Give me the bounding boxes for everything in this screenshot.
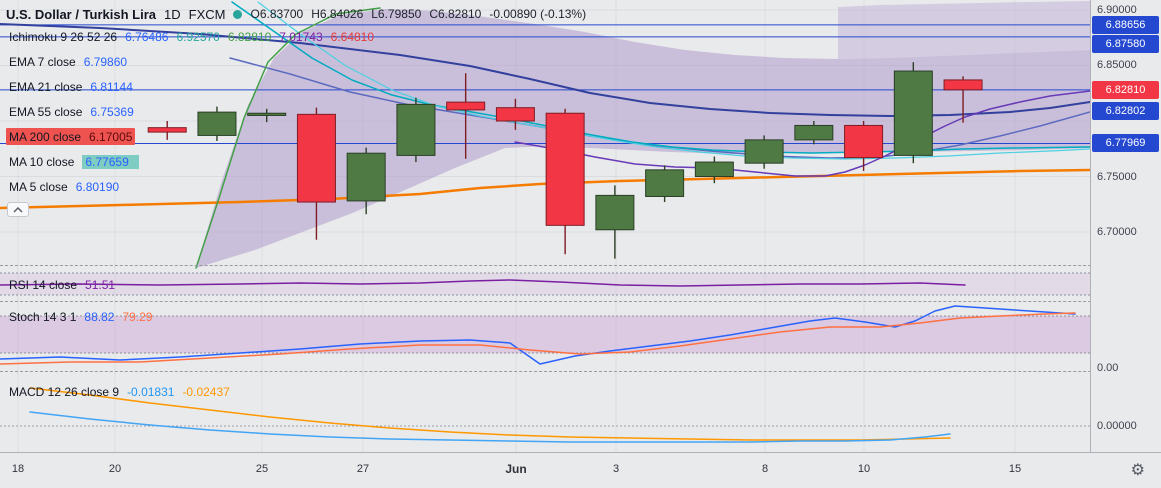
settings-gear-icon[interactable]: ⚙ (1130, 462, 1145, 479)
indicator-legend-row[interactable]: RSI 14 close 51.51 (6, 276, 118, 293)
indicator-value: 7.01743 (279, 29, 323, 44)
time-axis[interactable]: 18 20 25 27 Jun 3 8 10 15 ⚙ (0, 452, 1161, 488)
indicator-legend-row[interactable]: MACD 12 26 close 9 -0.01831 -0.02437 (6, 383, 233, 400)
indicator-label: MA 5 close (9, 179, 68, 194)
indicator-value: 6.64810 (330, 29, 375, 44)
indicator-label: MA 200 close (9, 129, 82, 144)
indicator-value: 88.82 (84, 309, 115, 324)
indicator-value: 6.92570 (176, 29, 220, 44)
price-level-badge: 6.77969 (1092, 134, 1159, 152)
indicator-legend-row[interactable]: MA 10 close 6.77659 (6, 153, 142, 170)
indicator-value: -0.01831 (127, 384, 175, 399)
time-axis-label: 25 (255, 463, 269, 475)
indicator-value: 6.77659 (82, 154, 139, 169)
price-level-badge: 6.82802 (1092, 102, 1159, 120)
indicator-value: 6.81144 (90, 79, 133, 94)
chevron-up-icon (13, 206, 23, 213)
ohlc-low: L6.79850 (371, 7, 422, 21)
symbol-title[interactable]: U.S. Dollar / Turkish Lira (6, 6, 157, 22)
price-axis-label: 6.75000 (1097, 171, 1137, 183)
candlestick-chart-canvas[interactable] (0, 0, 1090, 452)
interval-label[interactable]: 1D (164, 6, 181, 22)
price-axis-label: 6.90000 (1097, 4, 1137, 16)
indicator-legend-row[interactable]: EMA 55 close 6.75369 (6, 103, 137, 120)
indicator-value: 6.76486 (125, 29, 169, 44)
indicator-legend-list: Ichimoku 9 26 52 26 6.76486 6.92570 6.82810… (6, 28, 586, 195)
price-axis-label: 0.00000 (1097, 420, 1137, 432)
exchange-label: FXCM (188, 6, 226, 22)
indicator-legend-row[interactable]: Stoch 14 3 1 88.82 79.29 (6, 308, 155, 325)
indicator-legend-row[interactable]: MA 200 close 6.17005 (6, 128, 136, 145)
indicator-legend-row[interactable]: Ichimoku 9 26 52 26 6.76486 6.92570 6.82810… (6, 28, 377, 45)
price-axis-label: 0.00 (1097, 362, 1119, 374)
indicator-value: 6.79860 (83, 54, 128, 69)
symbol-legend-row[interactable]: U.S. Dollar / Turkish Lira 1D FXCM O6.83… (6, 3, 586, 25)
indicator-legend-row[interactable]: MA 5 close 6.80190 (6, 178, 122, 195)
indicator-legend-row[interactable]: EMA 21 close 6.81144 (6, 78, 136, 95)
indicator-label: EMA 21 close (9, 79, 83, 94)
panel-separator[interactable] (0, 301, 1161, 302)
indicator-label: RSI 14 close (9, 277, 78, 292)
ohlc-close: C6.82810 (429, 7, 482, 21)
time-axis-label: 3 (612, 463, 620, 475)
indicator-label: Ichimoku 9 26 52 26 (9, 29, 118, 44)
indicator-label: EMA 7 close (9, 54, 76, 69)
indicator-label: EMA 55 close (9, 104, 83, 119)
time-axis-label: 8 (761, 463, 769, 475)
panel-separator[interactable] (0, 371, 1161, 372)
indicator-value: 6.75369 (90, 104, 134, 119)
ohlc-change: -0.00890 (-0.13%) (489, 7, 587, 21)
time-axis-label: 20 (108, 463, 122, 475)
indicator-value: 51.51 (85, 277, 116, 292)
indicator-label: MACD 12 26 close 9 (9, 384, 120, 399)
ohlc-high: H6.84026 (311, 7, 364, 21)
price-axis-label: 6.70000 (1097, 226, 1137, 238)
indicator-value: -0.02437 (182, 384, 230, 399)
price-level-badge: 6.87580 (1092, 35, 1159, 53)
price-level-badge: 6.88656 (1092, 16, 1159, 34)
price-axis[interactable]: 6.90000 6.85000 6.75000 6.70000 0.00 0.00000 6… (1090, 0, 1161, 452)
indicator-value: 6.82810 (227, 29, 272, 44)
indicator-value: 6.80190 (75, 179, 120, 194)
time-axis-label: 15 (1008, 463, 1022, 475)
panel-separator[interactable] (0, 265, 1161, 266)
ohlc-open: O6.83700 (250, 7, 304, 21)
last-price-badge: 6.82810 (1092, 81, 1159, 99)
indicator-label: Stoch 14 3 1 (9, 309, 77, 324)
price-axis-label: 6.85000 (1097, 59, 1137, 71)
legend-overlay: U.S. Dollar / Turkish Lira 1D FXCM O6.83… (6, 3, 586, 203)
legend-collapse-button[interactable] (7, 202, 29, 217)
time-axis-label: 27 (356, 463, 370, 475)
time-axis-label: 18 (11, 463, 25, 475)
time-axis-label: Jun (505, 462, 527, 476)
time-axis-label: 10 (857, 463, 871, 475)
indicator-value: 6.17005 (89, 129, 133, 144)
indicator-label: MA 10 close (9, 154, 75, 169)
indicator-value: 79.29 (122, 309, 153, 324)
indicator-legend-row[interactable]: EMA 7 close 6.79860 (6, 53, 130, 70)
market-status-dot (233, 9, 243, 19)
